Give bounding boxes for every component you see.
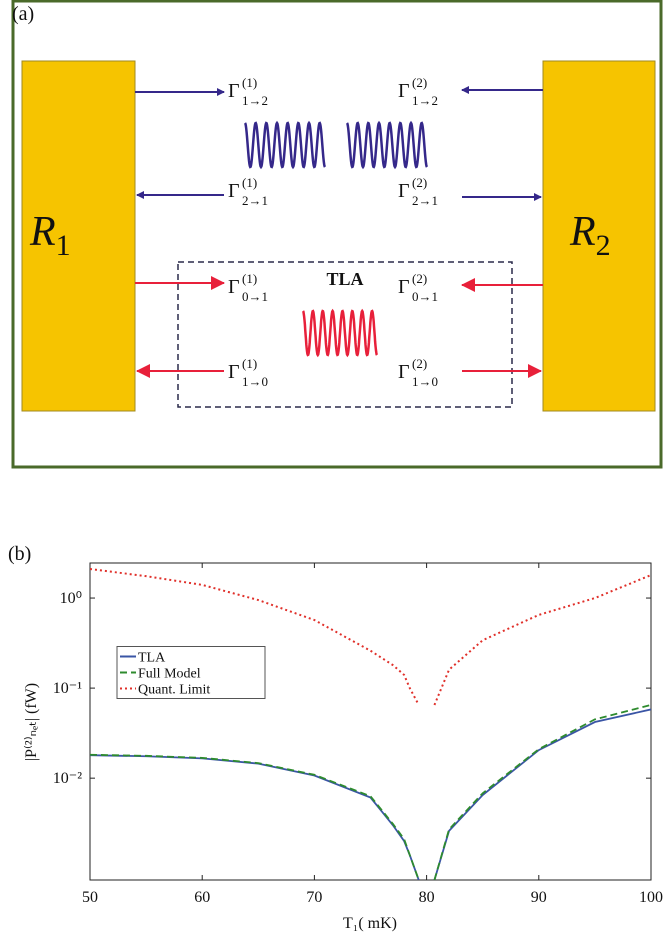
rate-sup: (2) (412, 271, 427, 286)
rate-label: Γ (1) 0→1 (228, 271, 268, 304)
panel-label: (b) (8, 543, 31, 565)
rate-sup: (1) (242, 271, 257, 286)
wave (345, 120, 429, 170)
rate-sub: 2→1 (412, 193, 438, 208)
legend-box (116, 646, 266, 699)
rate-label: Γ (1) 1→0 (228, 356, 268, 389)
rate-label: Γ (2) 1→2 (398, 75, 438, 108)
wave (243, 120, 327, 170)
rate-label: Γ (1) 2→1 (228, 175, 268, 208)
reservoir (21, 60, 136, 412)
series-line (90, 568, 651, 706)
rate-sup: (2) (412, 75, 427, 90)
rate-base: Γ (398, 276, 410, 298)
wave (301, 308, 379, 358)
rate-base: Γ (228, 361, 240, 383)
rate-label: Γ (2) 2→1 (398, 175, 438, 208)
rate-base: Γ (228, 276, 240, 298)
series-line (90, 708, 651, 880)
tla-box (177, 261, 513, 408)
rate-sub: 1→0 (412, 374, 438, 389)
rate-label: Γ (1) 1→2 (228, 75, 268, 108)
rate-base: Γ (398, 361, 410, 383)
rate-sub: 0→1 (242, 289, 268, 304)
rate-label: Γ (2) 0→1 (398, 271, 438, 304)
x-tick-label: 60 (194, 889, 210, 906)
y-tick-label: 10⁰ (60, 590, 82, 607)
rate-sub: 1→0 (242, 374, 268, 389)
rate-sub: 0→1 (412, 289, 438, 304)
legend-label: Quant. Limit (138, 683, 210, 698)
reservoir-label: R2 (569, 209, 611, 262)
rate-sup: (2) (412, 175, 427, 190)
rate-sup: (1) (242, 175, 257, 190)
waves (243, 120, 429, 358)
rate-sub: 2→1 (242, 193, 268, 208)
x-tick-label: 100 (639, 889, 663, 906)
panel-label: (a) (12, 3, 34, 25)
rate-sup: (1) (242, 75, 257, 90)
arrows (135, 86, 543, 378)
x-axis-label: T₁( mK) (343, 915, 397, 932)
rate-base: Γ (228, 180, 240, 202)
x-tick-label: 80 (419, 889, 435, 906)
y-axis-label: |P⁽²⁾ₙₑₜ| (fW) (23, 683, 40, 761)
rate-base: Γ (398, 80, 410, 102)
label-sub: 1 (56, 229, 71, 262)
rate-label: Γ (2) 1→0 (398, 356, 438, 389)
plot-frame (89, 562, 652, 881)
reservoir-label: R1 (29, 209, 71, 262)
x-tick-label: 70 (306, 889, 322, 906)
series-line (90, 704, 651, 880)
y-tick-label: 10⁻¹ (53, 680, 82, 697)
y-tick-label: 10⁻² (53, 770, 82, 787)
panel-frame (11, 0, 663, 469)
label-base: R (29, 209, 56, 255)
legend-label: Full Model (138, 667, 201, 682)
reservoir (542, 60, 656, 412)
label-sub: 2 (596, 229, 611, 262)
rate-base: Γ (398, 180, 410, 202)
rate-sup: (2) (412, 356, 427, 371)
label-base: R (569, 209, 596, 255)
x-tick-label: 90 (531, 889, 547, 906)
x-tick-label: 50 (82, 889, 98, 906)
legend-label: TLA (138, 651, 166, 666)
rate-base: Γ (228, 80, 240, 102)
tla-label: TLA (326, 269, 363, 289)
rate-sup: (1) (242, 356, 257, 371)
rate-sub: 1→2 (242, 93, 268, 108)
rate-labels: Γ (1) 1→2 Γ (2) 1→2Γ (1) 2→1 Γ (2) 2→1Γ (1) 0→1 Γ (2) 0… (228, 75, 438, 389)
rate-sub: 1→2 (412, 93, 438, 108)
